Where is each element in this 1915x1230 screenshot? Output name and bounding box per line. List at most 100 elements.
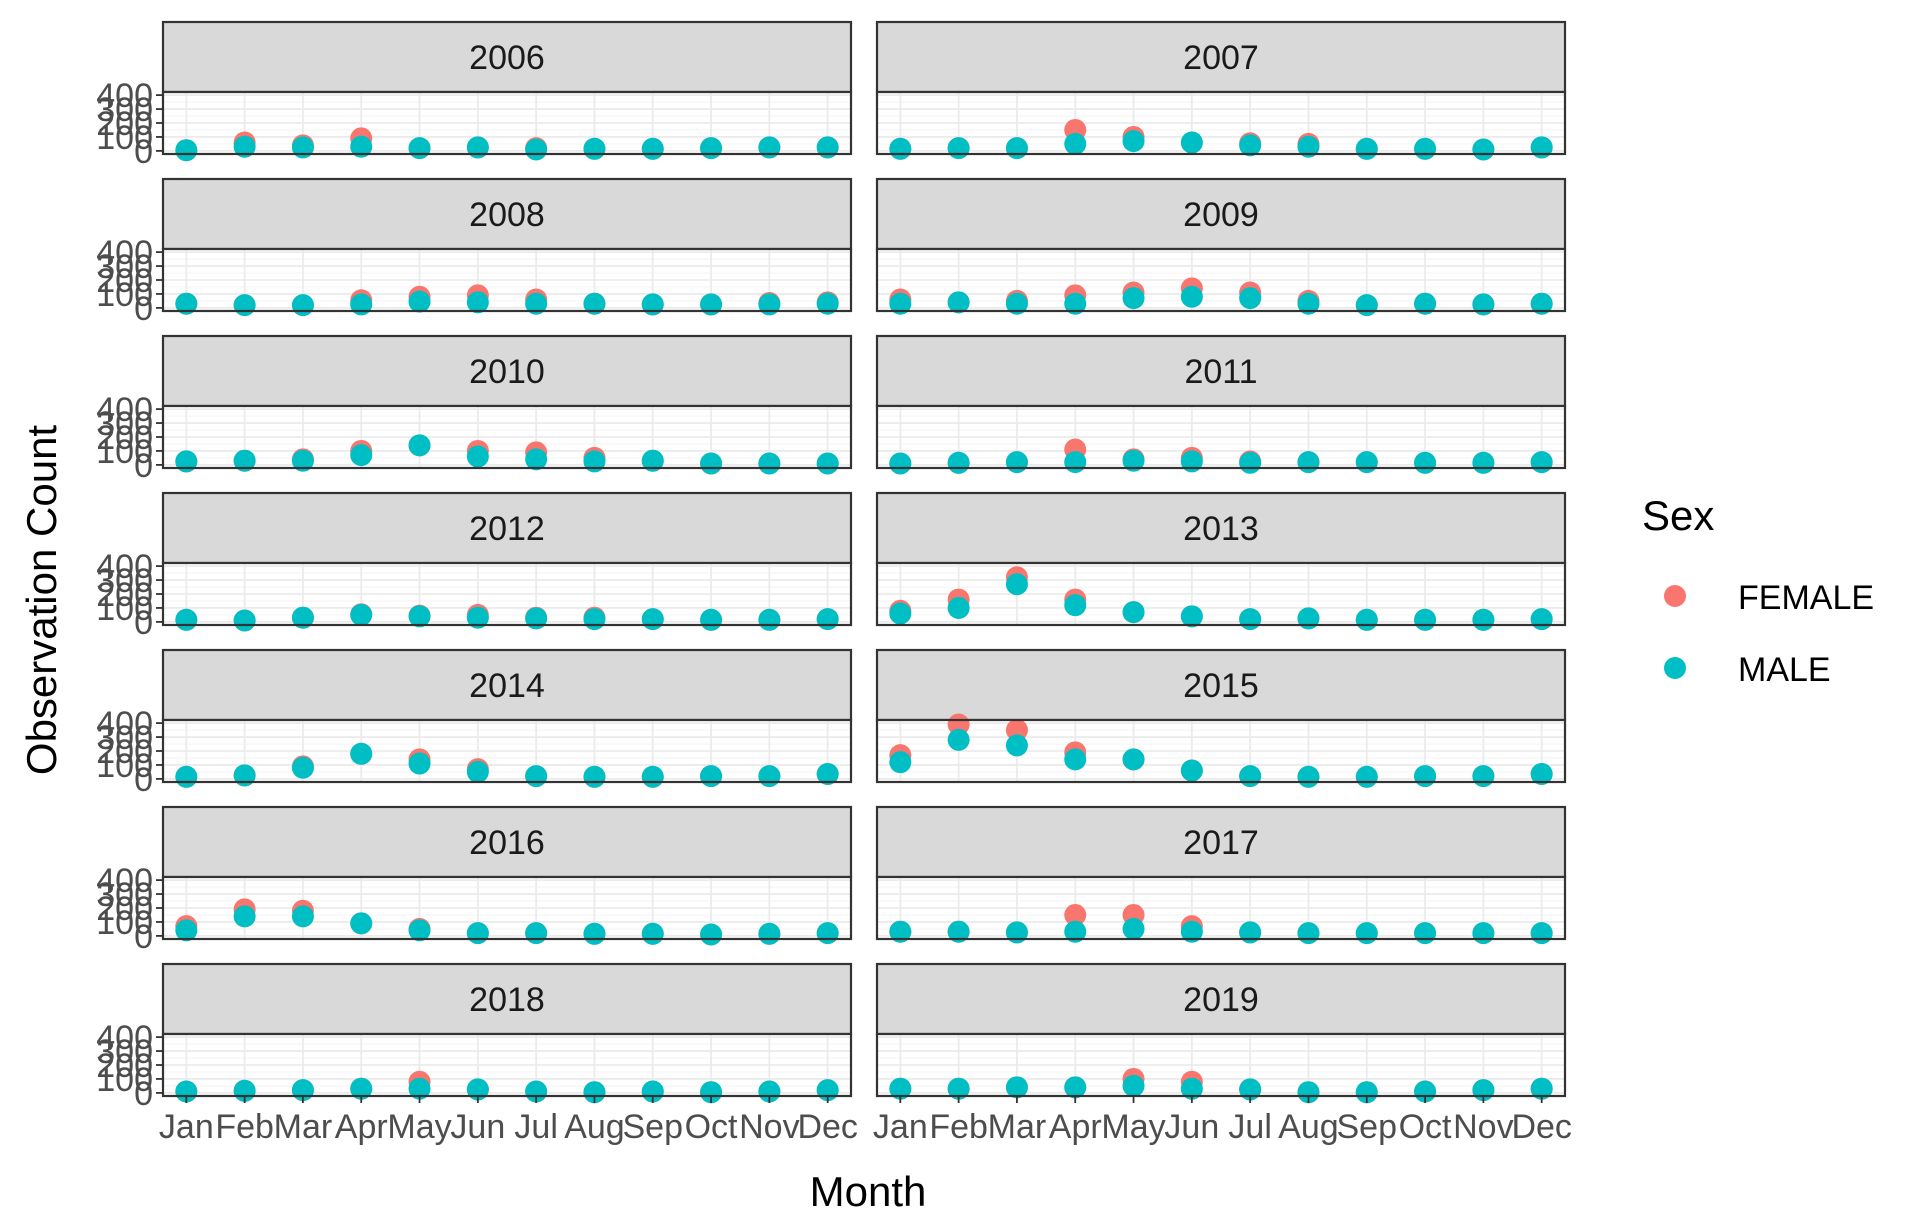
point-male-2013-apr	[1064, 594, 1087, 617]
point-male-2017-nov	[1472, 922, 1495, 945]
legend-label-male: MALE	[1738, 651, 1831, 689]
y-tick-label: 0	[134, 1075, 153, 1113]
x-tick-label: Mar	[274, 1108, 333, 1146]
point-male-2019-aug	[1297, 1081, 1320, 1104]
y-tick-label: 200	[96, 105, 153, 143]
x-tick-label: Jun	[450, 1108, 505, 1146]
point-male-2010-mar	[291, 449, 314, 472]
legend-key-female	[1664, 585, 1686, 607]
x-tick-label: Sep	[1337, 1108, 1398, 1146]
point-male-2006-oct	[700, 137, 723, 160]
facet-panel-2017: 2017	[875, 805, 1567, 945]
x-tick-label: Dec	[1511, 1108, 1571, 1146]
point-male-2017-oct	[1414, 922, 1437, 945]
y-tick-label: 0	[134, 290, 153, 328]
facet-strip	[161, 20, 853, 94]
point-male-2013-may	[1122, 601, 1145, 624]
point-female-2015-mar	[1005, 719, 1028, 742]
point-male-2015-sep	[1355, 765, 1378, 788]
point-male-2007-jul	[1239, 134, 1262, 157]
point-male-2009-sep	[1355, 294, 1378, 317]
facet-strip-label: 2019	[1183, 981, 1259, 1019]
point-male-2012-feb	[233, 609, 256, 632]
y-tick-label: 0	[134, 761, 153, 799]
facet-panel-2007: 2007	[875, 20, 1567, 161]
point-male-2012-apr	[350, 603, 373, 626]
point-male-2007-dec	[1530, 136, 1553, 159]
x-tick-label: Dec	[797, 1108, 857, 1146]
point-male-2009-feb	[947, 291, 970, 314]
legend-label-female: FEMALE	[1738, 579, 1874, 617]
point-male-2010-jul	[525, 448, 548, 471]
point-male-2009-jan	[889, 292, 912, 315]
point-male-2016-nov	[758, 922, 781, 945]
y-tick-label: 100	[96, 433, 153, 471]
legend-key-male	[1664, 657, 1686, 679]
y-tick-label: 200	[96, 262, 153, 300]
point-male-2006-mar	[291, 136, 314, 159]
point-male-2017-may	[1122, 917, 1145, 940]
point-male-2010-feb	[233, 449, 256, 472]
point-male-2017-jan	[889, 920, 912, 943]
point-male-2010-dec	[816, 452, 839, 475]
y-tick-label: 0	[134, 918, 153, 956]
point-male-2011-aug	[1297, 451, 1320, 474]
point-male-2016-jan	[175, 919, 198, 942]
y-tick-label: 200	[96, 890, 153, 928]
point-male-2007-jan	[889, 137, 912, 160]
panel-border	[875, 561, 1567, 627]
point-male-2010-jan	[175, 450, 198, 473]
legend-title: Sex	[1642, 492, 1714, 539]
point-male-2011-jan	[889, 452, 912, 475]
point-male-2013-jan	[889, 602, 912, 625]
point-male-2007-apr	[1064, 132, 1087, 155]
point-male-2013-nov	[1472, 608, 1495, 631]
y-tick-label: 300	[96, 91, 153, 129]
point-male-2011-mar	[1005, 451, 1028, 474]
point-male-2008-nov	[758, 293, 781, 316]
x-tick-label: May	[387, 1108, 451, 1146]
facet-strip	[161, 491, 853, 565]
facet-strip	[161, 962, 853, 1036]
facet-strip-label: 2016	[469, 824, 545, 862]
y-tick-label: 200	[96, 1047, 153, 1085]
point-male-2018-apr	[350, 1077, 373, 1100]
y-tick-label: 100	[96, 276, 153, 314]
x-tick-label: Apr	[1049, 1108, 1102, 1146]
point-male-2011-feb	[947, 451, 970, 474]
x-tick-label: Oct	[1399, 1108, 1452, 1146]
y-tick-label: 200	[96, 419, 153, 457]
facet-strip	[875, 648, 1567, 722]
point-male-2008-oct	[700, 293, 723, 316]
x-tick-label: Jul	[1228, 1108, 1271, 1146]
point-male-2015-jun	[1180, 759, 1203, 782]
facet-strip	[875, 334, 1567, 408]
point-male-2014-mar	[291, 756, 314, 779]
facet-strip-label: 2011	[1184, 353, 1257, 391]
point-male-2010-jun	[466, 445, 489, 468]
point-male-2012-nov	[758, 608, 781, 631]
point-male-2013-mar	[1005, 573, 1028, 596]
facet-strip-label: 2008	[469, 196, 545, 234]
point-male-2006-sep	[641, 137, 664, 160]
point-male-2013-jun	[1180, 605, 1203, 628]
point-male-2007-mar	[1005, 137, 1028, 160]
point-male-2014-aug	[583, 765, 606, 788]
point-male-2016-dec	[816, 922, 839, 945]
point-male-2012-jan	[175, 608, 198, 631]
facet-strip-label: 2012	[469, 510, 545, 548]
facet-strip	[875, 962, 1567, 1036]
point-male-2011-sep	[1355, 451, 1378, 474]
point-male-2016-jun	[466, 922, 489, 945]
point-male-2009-dec	[1530, 292, 1553, 315]
point-male-2019-jun	[1180, 1077, 1203, 1100]
x-tick-label: Jan	[159, 1108, 214, 1146]
point-male-2015-apr	[1064, 748, 1087, 771]
facet-panel-2015: 2015	[875, 648, 1567, 788]
point-male-2008-sep	[641, 293, 664, 316]
x-tick-label: Jun	[1164, 1108, 1219, 1146]
